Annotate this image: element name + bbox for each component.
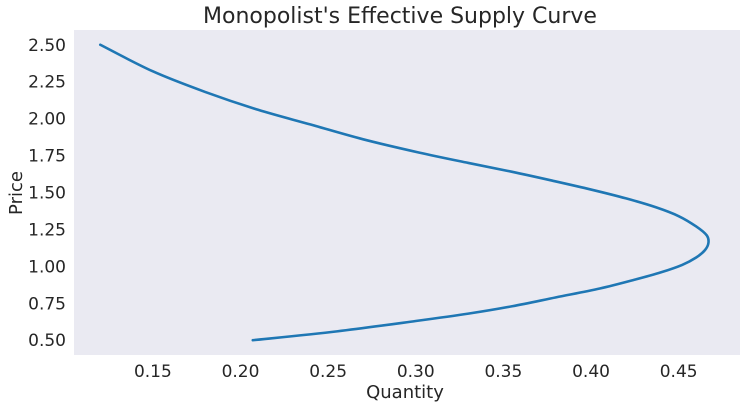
x-tick-label: 0.40	[572, 362, 610, 382]
x-tick-label: 0.35	[484, 362, 522, 382]
chart-title: Monopolist's Effective Supply Curve	[203, 4, 597, 29]
y-tick-label: 0.50	[28, 331, 66, 351]
x-tick-label: 0.20	[222, 362, 260, 382]
y-axis: 0.50 0.75 1.00 1.25 1.50 1.75 2.00 2.25 2.50	[28, 36, 66, 351]
x-tick-label: 0.25	[309, 362, 347, 382]
x-tick-label: 0.45	[660, 362, 698, 382]
supply-curve-line	[98, 43, 710, 342]
y-tick-label: 1.25	[28, 220, 66, 240]
x-axis: 0.15 0.20 0.25 0.30 0.35 0.40 0.45	[134, 362, 698, 382]
y-tick-label: 0.75	[28, 294, 66, 314]
y-tick-label: 1.00	[28, 257, 66, 277]
y-axis-label: Price	[6, 171, 27, 215]
x-tick-label: 0.30	[397, 362, 435, 382]
y-tick-label: 2.00	[28, 110, 66, 130]
x-tick-label: 0.15	[134, 362, 172, 382]
y-tick-label: 2.50	[28, 36, 66, 56]
x-axis-label: Quantity	[366, 382, 444, 403]
y-tick-label: 1.50	[28, 184, 66, 204]
y-tick-label: 1.75	[28, 147, 66, 167]
y-tick-label: 2.25	[28, 73, 66, 93]
